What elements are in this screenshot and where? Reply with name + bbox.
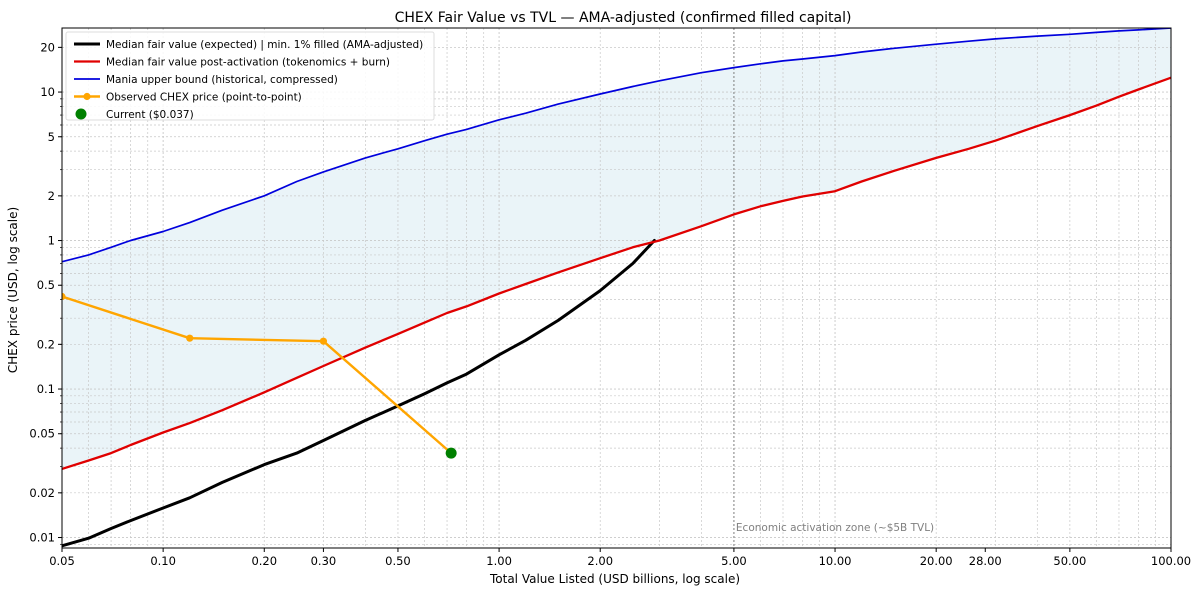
legend-label-post_activation: Median fair value post-activation (token… [106, 57, 390, 69]
x-tick-label: 0.05 [49, 554, 75, 568]
x-tick-label: 0.50 [385, 554, 411, 568]
x-axis-label: Total Value Listed (USD billions, log sc… [489, 572, 740, 586]
legend-label-median: Median fair value (expected) | min. 1% f… [106, 39, 423, 51]
x-tick-label: 20.00 [920, 554, 953, 568]
y-tick-label: 0.5 [37, 278, 55, 292]
current-point [445, 447, 457, 459]
y-tick-label: 0.01 [29, 531, 55, 545]
series-line-observed [62, 295, 453, 455]
y-tick-label: 2 [48, 189, 55, 203]
series-line-median [62, 239, 656, 548]
x-tick-label: 10.00 [819, 554, 852, 568]
tick-layer: 0.05 0.10 0.20 0.30 0.50 1.00 2.00 5.00 10.00 20.… [29, 40, 1191, 568]
y-tick-label: 0.1 [37, 382, 55, 396]
y-tick-label: 10 [40, 85, 55, 99]
x-tick-label: 100.00 [1151, 554, 1191, 568]
chart-title: CHEX Fair Value vs TVL — AMA-adjusted (c… [395, 10, 852, 26]
y-tick-label: 20 [40, 40, 55, 54]
x-tick-label: 0.20 [251, 554, 277, 568]
legend-label-current: Current ($0.037) [106, 109, 194, 121]
legend-label-mania: Mania upper bound (historical, compresse… [106, 74, 338, 86]
x-tick-label: 50.00 [1053, 554, 1086, 568]
y-tick-label: 1 [48, 234, 55, 248]
legend-label-observed: Observed CHEX price (point-to-point) [106, 92, 302, 104]
activation-annotation: Economic activation zone (~$5B TVL) [736, 522, 934, 534]
x-tick-label: 2.00 [587, 554, 613, 568]
legend-box [65, 31, 435, 121]
y-tick-label: 0.05 [29, 427, 55, 441]
observed-point [186, 334, 194, 342]
y-tick-label: 0.2 [37, 337, 55, 351]
y-axis-label: CHEX price (USD, log scale) [6, 207, 20, 373]
series-line-post_activation [62, 76, 1171, 471]
y-tick-label: 0.02 [29, 486, 55, 500]
series-layer [62, 28, 1171, 548]
legend-marker-observed [83, 92, 91, 101]
x-tick-label: 0.10 [150, 554, 176, 568]
annotation-layer: Economic activation zone (~$5B TVL) [733, 28, 934, 548]
x-tick-label: 5.00 [721, 554, 747, 568]
observed-point [62, 292, 66, 301]
x-tick-label: 28.00 [969, 554, 1002, 568]
legend-marker-current [75, 108, 87, 120]
series-line-mania [62, 28, 1171, 263]
x-tick-label: 1.00 [486, 554, 512, 568]
y-tick-label: 5 [48, 130, 55, 144]
plot-frame [61, 27, 1172, 549]
legend: Median fair value (expected) | min. 1% f… [65, 31, 435, 121]
x-tick-label: 0.30 [311, 554, 337, 568]
observed-point [319, 337, 328, 345]
